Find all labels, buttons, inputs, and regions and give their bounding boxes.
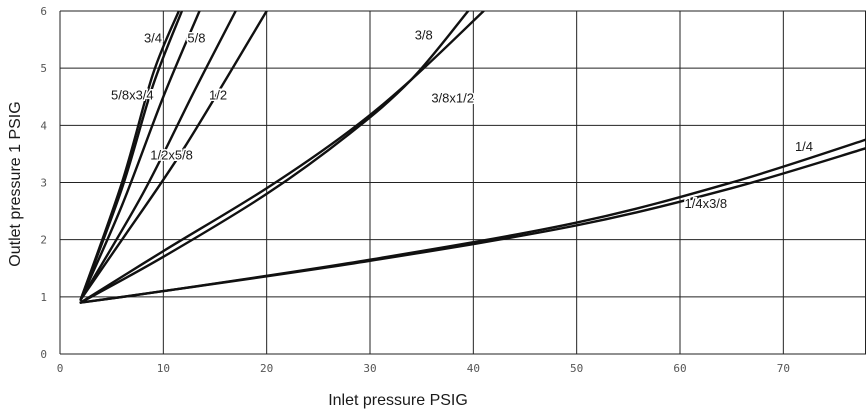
series-labels: 3/4 5/8 5/8x3/4 1/2 1/2x5/8 3/8 3/8x1/2 1/4 1/4x…: [110, 26, 815, 213]
y-axis-title: Outlet pressure 1 PSIG: [7, 101, 24, 266]
series-label-5-8: 5/8: [187, 30, 205, 45]
series-label-3-4: 3/4: [144, 30, 162, 45]
series-line-3-8x1-2: [79, 11, 485, 304]
x-tick-label: 70: [777, 362, 790, 375]
series-label-1-4x3-8: 1/4x3/8: [685, 196, 728, 211]
y-tick-label: 5: [40, 62, 47, 75]
y-tick-label: 1: [40, 291, 47, 304]
y-tick-label: 0: [40, 348, 47, 361]
x-tick-label: 10: [157, 362, 170, 375]
grid: [59, 10, 866, 355]
series-line-1-2x5-8: [79, 11, 268, 301]
series-lines: [79, 11, 866, 304]
series-label-1-2: 1/2: [209, 88, 227, 103]
series-label-5-8x3-4: 5/8x3/4: [111, 88, 154, 103]
x-tick-label: 40: [467, 362, 480, 375]
series-label-3-8: 3/8: [415, 28, 433, 43]
x-tick-label: 50: [570, 362, 583, 375]
series-label-1-2x5-8: 1/2x5/8: [150, 148, 193, 163]
series-label-3-8x1-2: 3/8x1/2: [431, 90, 474, 105]
tick-labels: 0 10 20 30 40 50 60 70 0 1 2 3 4 5 6: [40, 5, 790, 375]
series-line-1-4x3-8: [79, 147, 866, 304]
series-line-1-2: [79, 11, 237, 301]
series-line-3-8: [79, 11, 470, 304]
x-axis-title: Inlet pressure PSIG: [328, 392, 468, 409]
y-tick-label: 2: [40, 234, 47, 247]
y-tick-label: 4: [40, 119, 47, 132]
x-tick-label: 0: [57, 362, 64, 375]
series-line-5-8: [79, 11, 201, 301]
y-tick-label: 6: [40, 5, 47, 18]
x-tick-label: 30: [363, 362, 376, 375]
x-tick-label: 60: [673, 362, 686, 375]
y-tick-label: 3: [40, 177, 47, 190]
series-line-5-8x3-4: [79, 11, 184, 301]
x-tick-label: 20: [260, 362, 273, 375]
series-label-1-4: 1/4: [795, 139, 813, 154]
